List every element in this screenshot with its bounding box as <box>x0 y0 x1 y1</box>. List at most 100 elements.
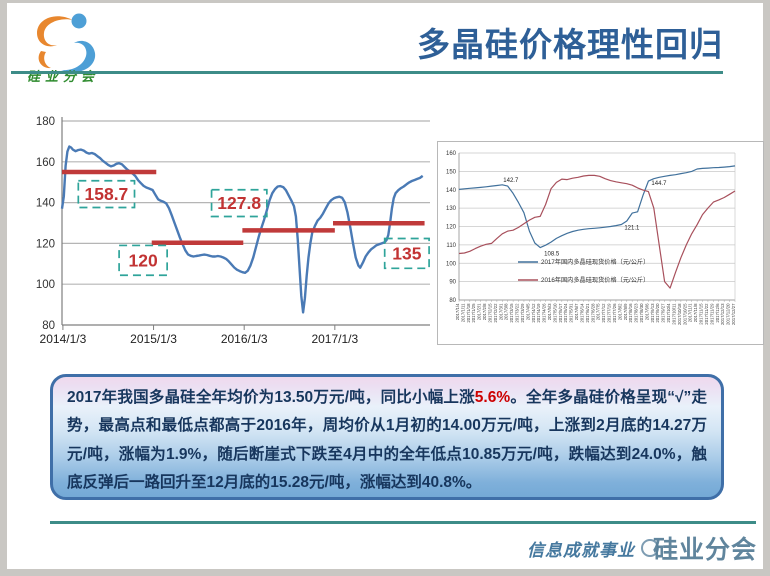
inset-x-tick-label: 2017/8/2 <box>617 303 622 320</box>
inset-y-tick-label: 110 <box>446 243 456 249</box>
main-chart-y-tick-label: 100 <box>36 279 55 291</box>
inset-x-tick-label: 2017/9/20 <box>655 303 660 323</box>
inset-x-tick-label: 2017/2/1 <box>477 303 482 320</box>
inset-x-tick-label: 2017/10/4 <box>666 303 671 323</box>
inset-x-tick-label: 2017/7/12 <box>601 303 606 323</box>
annotation-value-label: 127.8 <box>217 193 261 213</box>
inset-x-tick-label: 2017/6/28 <box>590 303 595 323</box>
main-chart-y-tick-label: 80 <box>42 320 55 332</box>
inset-x-tick-label: 2017/5/3 <box>547 303 552 320</box>
note-text-run: 2017年我国多晶硅全年均价为13.50万元/吨，同比小幅上涨 <box>67 389 475 406</box>
inset-x-tick-label: 2017/4/19 <box>536 303 541 323</box>
inset-x-tick-label: 2017/12/20 <box>726 303 731 325</box>
main-chart-y-tick-label: 120 <box>36 238 55 250</box>
inset-x-tick-label: 2017/8/30 <box>639 303 644 323</box>
main-chart-x-tick-label: 2016/1/3 <box>221 332 268 346</box>
inset-x-tick-label: 2017/10/18 <box>677 303 682 325</box>
inset-x-tick-label: 2017/6/21 <box>585 303 590 323</box>
annotation-box <box>210 188 268 218</box>
inset-x-tick-label: 2017/12/6 <box>715 303 720 323</box>
footer: 信息成就事业 硅业分会 <box>527 530 757 566</box>
inset-x-tick-label: 2017/11/22 <box>704 303 709 325</box>
annotation-value-label: 135 <box>392 243 421 263</box>
inset-y-tick-label: 120 <box>446 225 457 231</box>
inset-x-tick-label: 2017/11/29 <box>709 303 714 325</box>
main-chart-y-tick-label: 140 <box>36 198 55 210</box>
inset-x-tick-label: 2017/11/1 <box>688 303 693 322</box>
inset-y-tick-label: 90 <box>449 280 456 286</box>
note-text-run: 5.6% <box>474 389 511 406</box>
circle-emblem-icon <box>640 539 659 557</box>
footer-divider <box>50 521 756 524</box>
inset-y-tick-label: 130 <box>446 206 457 212</box>
inset-x-tick-label: 2017/9/27 <box>661 303 666 323</box>
summary-note-box: 2017年我国多晶硅全年均价为13.50万元/吨，同比小幅上涨5.6%。全年多晶… <box>50 374 724 500</box>
annotation-box <box>383 237 430 270</box>
inset-x-tick-label: 2017/4/26 <box>542 303 547 323</box>
inset-y-tick-label: 160 <box>446 151 457 157</box>
inset-x-tick-label: 2017/1/11 <box>460 303 465 322</box>
inset-x-tick-label: 2017/1/4 <box>455 303 460 320</box>
inset-point-label: 142.7 <box>503 178 519 184</box>
main-chart-x-tick-label: 2015/1/3 <box>130 332 177 346</box>
inset-x-tick-label: 2017/8/23 <box>634 303 639 323</box>
inset-x-tick-label: 2017/10/25 <box>682 303 687 325</box>
inset-x-tick-label: 2017/3/15 <box>509 303 514 323</box>
logo-orange-swoosh <box>37 16 73 47</box>
inset-x-tick-label: 2017/9/13 <box>650 303 655 323</box>
inset-y-tick-label: 100 <box>446 261 457 267</box>
inset-x-tick-label: 2017/12/13 <box>720 303 725 325</box>
logo-orange-tail <box>38 51 51 69</box>
inset-series-line-2017 <box>458 165 736 249</box>
inset-x-tick-label: 2017/1/18 <box>466 303 471 323</box>
slide: 硅业分会 多晶硅价格理性回归 80 100 120 140 160 180 2014/1/3… <box>7 3 764 569</box>
inset-x-tick-label: 2017/4/5 <box>525 303 530 320</box>
inset-x-tick-label: 2017/5/24 <box>563 303 568 323</box>
inset-point-label: 121.1 <box>624 225 640 231</box>
annotation-value-label: 158.7 <box>85 184 129 204</box>
page-title: 多晶硅价格理性回归 <box>417 26 723 63</box>
price-trend-line <box>60 145 424 314</box>
inset-x-tick-label: 2017/2/15 <box>487 303 492 323</box>
inset-x-tick-label: 2017/9/6 <box>644 303 649 320</box>
note-text-run: 。全年多晶硅价格呈现“√”走势，最高点和最低点都高于2016年，周均价从1月初的… <box>67 389 708 491</box>
inset-y-tick-label: 150 <box>446 169 457 175</box>
main-chart-x-tick-label: 2014/1/3 <box>40 332 87 346</box>
inset-x-tick-label: 2017/2/22 <box>493 303 498 323</box>
footer-slogan: 信息成就事业 <box>526 540 635 560</box>
inset-x-tick-label: 2017/11/8 <box>693 303 698 322</box>
footer-watermark: 硅业分会 <box>652 536 757 564</box>
inset-x-tick-label: 2017/2/8 <box>482 303 487 320</box>
inset-x-tick-label: 2017/5/10 <box>552 303 557 323</box>
inset-point-label: 144.7 <box>651 181 667 187</box>
inset-x-tick-label: 2017/6/7 <box>574 303 579 320</box>
inset-x-tick-label: 2017/5/31 <box>569 303 574 323</box>
inset-x-tick-label: 2017/1/25 <box>471 303 476 323</box>
inset-x-tick-label: 2017/3/22 <box>515 303 520 323</box>
inset-x-tick-label: 2017/7/5 <box>596 303 601 320</box>
inset-x-tick-label: 2017/3/29 <box>520 303 525 323</box>
annotation-box <box>77 179 136 209</box>
inset-x-tick-label: 2017/7/19 <box>607 303 612 323</box>
annotation-value-label: 120 <box>129 250 158 270</box>
inset-x-tick-label: 2017/10/11 <box>671 303 676 325</box>
inset-y-tick-label: 80 <box>449 298 456 304</box>
inset-x-tick-label: 2017/8/16 <box>628 303 633 323</box>
main-chart-x-tick-label: 2017/1/3 <box>311 332 358 346</box>
inset-series-line-2016 <box>458 174 736 289</box>
logo-blue-swoosh <box>61 40 96 73</box>
inset-chart-panel: 80 90 100 110 120 130 140 150 160 2017/1/4 2017/1/… <box>437 141 764 345</box>
inset-legend-label: 2016年国内多晶硅现货价格（元/公斤） <box>541 276 649 284</box>
inset-y-tick-label: 140 <box>446 188 457 194</box>
inset-x-tick-label: 2017/5/17 <box>558 303 563 323</box>
logo-blue-dot <box>71 13 87 29</box>
inset-x-tick-label: 2017/8/9 <box>623 303 628 320</box>
inset-x-tick-label: 2017/12/27 <box>731 303 736 325</box>
inset-x-tick-label: 2017/3/8 <box>504 303 509 320</box>
inset-x-tick-label: 2017/6/14 <box>579 303 584 323</box>
header-divider <box>11 71 723 74</box>
inset-x-tick-label: 2017/3/1 <box>498 303 503 320</box>
inset-point-label: 108.5 <box>544 252 560 258</box>
